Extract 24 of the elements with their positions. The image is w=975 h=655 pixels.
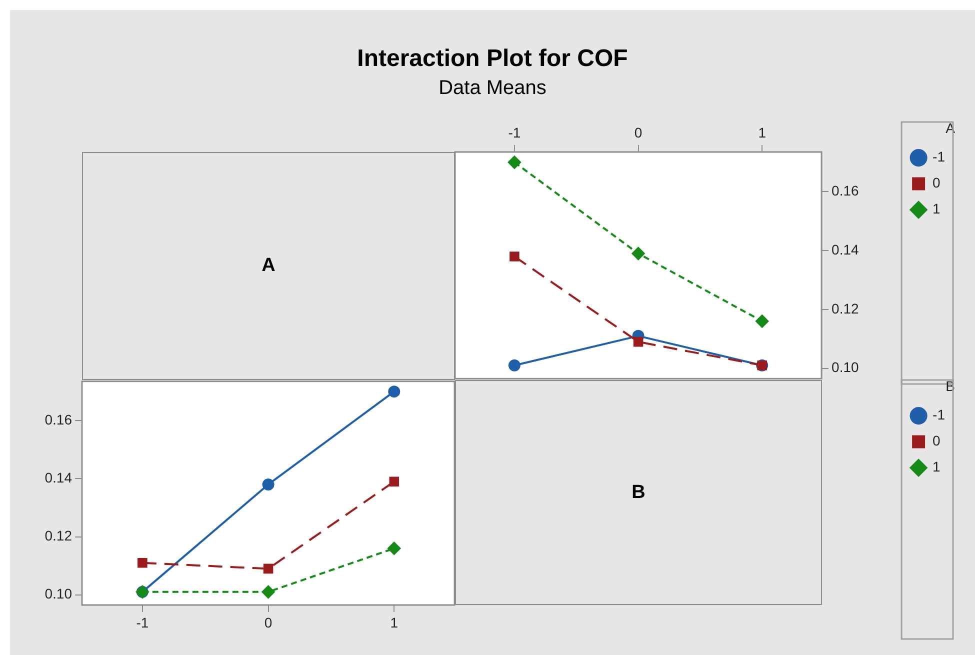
legend-label: 1 (932, 200, 941, 217)
y-tick-label: 0.16 (44, 411, 72, 428)
legend-label: -1 (932, 148, 946, 165)
legend-label: 0 (932, 432, 941, 449)
text: Interaction Plot for COF (357, 45, 628, 73)
x-tick-label: 1 (390, 614, 398, 630)
y-tick-label: 0.12 (44, 528, 72, 544)
text: A (262, 255, 276, 277)
legend-label: 0 (932, 174, 941, 191)
x-tick-label: 1 (758, 124, 766, 140)
y-tick-label: 0.14 (832, 241, 860, 258)
y-tick-label: 0.10 (44, 586, 72, 602)
x-tick-label: 0 (264, 614, 272, 630)
x-tick-label: -1 (136, 614, 149, 630)
text: Data Means (438, 77, 546, 100)
y-tick-label: 0.12 (832, 300, 860, 316)
y-tick-label: 0.16 (832, 182, 860, 199)
text: B (632, 482, 646, 504)
legend-label: 1 (932, 458, 941, 475)
x-tick-label: 0 (634, 124, 642, 140)
x-tick-label: -1 (508, 124, 521, 140)
legend-label: -1 (932, 406, 946, 423)
y-tick-label: 0.10 (832, 359, 860, 376)
y-tick-label: 0.14 (44, 470, 72, 486)
